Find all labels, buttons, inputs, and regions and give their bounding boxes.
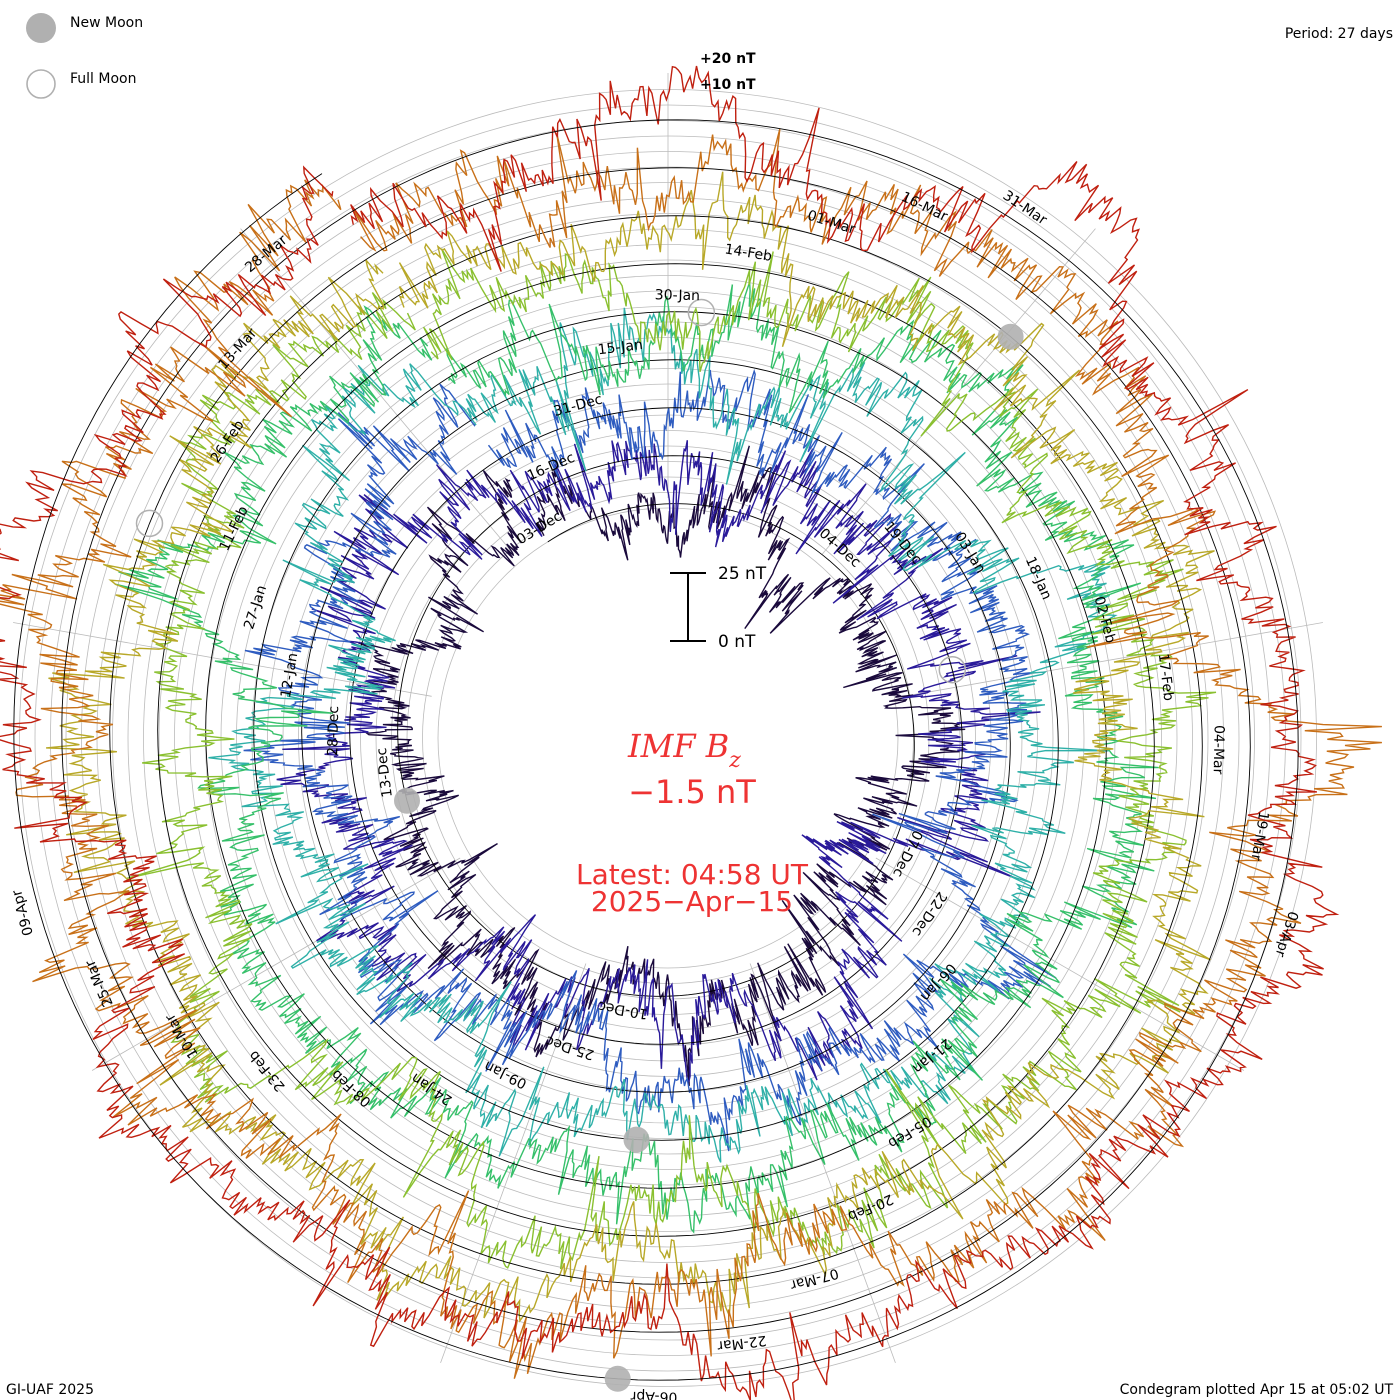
date-label: 22-Mar — [716, 1332, 767, 1354]
date-label: 09-Apr — [9, 888, 37, 938]
spoke-line — [904, 622, 1323, 697]
zero-baseline — [13, 119, 1299, 1381]
period-label: Period: 27 days — [1285, 26, 1393, 42]
spoke-line — [821, 228, 1096, 555]
date-label: 07-Mar — [788, 1265, 840, 1293]
spoke-line — [240, 228, 515, 555]
latest-time: Latest: 04:58 UT — [576, 858, 809, 891]
date-label: 12-Jan — [278, 652, 301, 699]
chart-title: IMF Bz — [627, 727, 741, 773]
date-label: 09-Jan — [482, 1057, 530, 1091]
spoke-line — [875, 857, 1245, 1071]
series-line — [276, 440, 1041, 1082]
zero-baseline — [109, 215, 1203, 1285]
new-moon-legend-icon — [26, 13, 56, 43]
scale-bottom-label: 0 nT — [718, 632, 756, 652]
full-moon-marker — [687, 298, 716, 327]
date-label: 17-Feb — [1155, 653, 1177, 702]
zero-baseline — [349, 455, 963, 1045]
full-moon-marker — [938, 655, 967, 684]
radial-spokes — [13, 73, 1323, 1364]
latest-date: 2025−Apr−15 — [591, 885, 793, 918]
ref-20-label: +20 nT — [700, 51, 756, 67]
series-line — [0, 65, 1340, 1400]
plotted-label: Condegram plotted Apr 15 at 05:02 UT — [1120, 1382, 1394, 1398]
series-line — [46, 171, 1215, 1323]
date-label: 19-Mar — [1247, 810, 1271, 861]
date-label: 18-Jan — [1022, 554, 1055, 602]
date-label: 15-Jan — [597, 337, 644, 358]
date-label: 27-Jan — [241, 583, 270, 631]
full-moon-legend-icon — [26, 69, 56, 99]
zero-baseline — [61, 167, 1251, 1333]
new-moon-marker — [394, 787, 420, 814]
date-label: 22-Dec — [909, 889, 950, 939]
ref-10-label: +10 nT — [700, 77, 756, 93]
series-line — [114, 281, 1159, 1234]
spoke-line — [91, 857, 461, 1071]
full-moon-marker — [135, 509, 164, 538]
date-label: 28-Dec — [325, 706, 342, 756]
new-moon-marker — [623, 1126, 650, 1153]
grid-circle — [437, 507, 899, 969]
series-line — [126, 248, 1217, 1270]
new-moon-marker — [997, 323, 1024, 350]
chart-title-subscript: z — [728, 748, 741, 773]
date-label: 04-Mar — [1210, 725, 1227, 775]
full-moon-legend-label: Full Moon — [70, 71, 136, 87]
zero-baseline — [253, 359, 1059, 1141]
series-line — [243, 368, 1057, 1152]
zero-baseline — [301, 407, 1011, 1093]
date-label: 13-Dec — [374, 747, 396, 799]
date-label: 06-Apr — [630, 1388, 677, 1400]
current-value: −1.5 nT — [628, 773, 756, 811]
data-series — [0, 65, 1382, 1400]
new-moon-legend-label: New Moon — [70, 15, 143, 31]
scale-top-label: 25 nT — [718, 564, 767, 584]
scale-bar — [670, 572, 706, 642]
moon-markers — [135, 298, 1024, 1392]
date-label: 07-Dec — [889, 827, 925, 879]
spoke-line — [749, 963, 896, 1364]
new-moon-marker — [604, 1365, 631, 1392]
spoke-line — [13, 622, 432, 697]
date-label: 26-Feb — [208, 417, 248, 466]
series-line — [358, 445, 966, 1086]
credit-label: GI-UAF 2025 — [6, 1382, 94, 1398]
date-label: 14-Feb — [723, 241, 773, 265]
zero-baseline — [397, 500, 915, 997]
date-label: 30-Jan — [655, 287, 701, 304]
series-line — [208, 307, 1118, 1163]
date-label: 03-Dec — [514, 508, 565, 548]
date-label: 03-Apr — [1271, 909, 1300, 959]
zero-baseline — [205, 311, 1107, 1189]
